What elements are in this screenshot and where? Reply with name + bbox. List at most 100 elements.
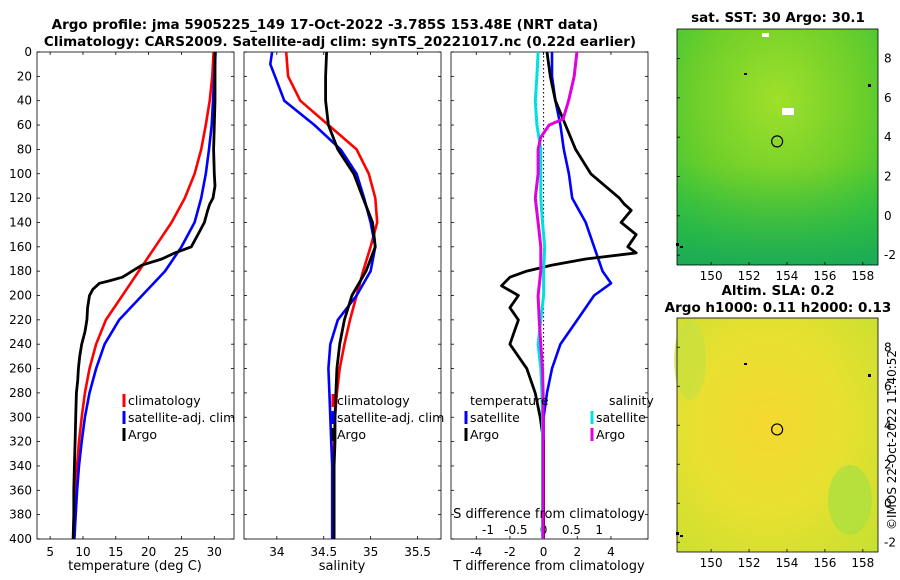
temperature-axes-frame (36, 51, 235, 540)
legend-argo: Argo (128, 427, 157, 442)
depth-tick-label: 60 (17, 118, 32, 132)
x-tick-label: -2 (504, 545, 516, 559)
x-tick-label: 25 (174, 545, 189, 559)
map-y-tick-label: 0 (884, 209, 892, 223)
legend-satellite: satellite-adj. clim (337, 410, 444, 425)
legend-climatology: climatology (337, 393, 410, 408)
figure-title-line2: Climatology: CARS2009. Satellite-adj cli… (44, 34, 636, 50)
depth-tick-label: 40 (17, 94, 32, 108)
map-y-tick-label: -2 (884, 535, 896, 549)
depth-tick-label: 300 (9, 410, 32, 424)
legend-s-satellite: satellite (596, 410, 646, 425)
x-tick-label: 34.5 (310, 545, 337, 559)
t_argo-line (500, 51, 638, 539)
map-y-tick-label: 8 (884, 52, 892, 66)
temperature-xlabel: temperature (deg C) (68, 559, 202, 574)
map-y-tick-label: 2 (884, 170, 892, 184)
climatology-line (72, 51, 215, 540)
x-tick-label: -4 (470, 545, 482, 559)
depth-tick-label: 380 (9, 508, 32, 522)
island-marker (868, 84, 871, 87)
legend-temperature-title: temperature (470, 393, 549, 408)
island-marker (744, 73, 747, 75)
sla-map-panel: Altim. SLA: 0.2 Argo h1000: 0.11 h2000: … (665, 283, 896, 570)
depth-tick-label: 280 (9, 386, 32, 400)
argo-line (71, 52, 217, 540)
map-y-tick-label: 4 (884, 130, 892, 144)
salinity-lines (268, 51, 379, 539)
sla-map-title-line1: Altim. SLA: 0.2 (721, 283, 834, 299)
sst-map-yticks: -2 0 2 4 6 8 (677, 52, 896, 262)
t-difference-xlabel: T difference from climatology (452, 559, 645, 574)
depth-tick-label: 360 (9, 483, 32, 497)
depth-tick-label: 120 (9, 191, 32, 205)
salinity-xticks: 34 34.5 35 35.5 (269, 52, 431, 559)
depth-tick-label: 400 (9, 532, 32, 546)
difference-panel: -4 -2 0 2 4 -1 -0.5 0 0.5 1 T difference from cl… (450, 51, 654, 574)
legend-satellite: satellite-adj. clim (128, 410, 235, 425)
x-tick-label: 10 (75, 545, 90, 559)
legend-s-argo: Argo (596, 427, 625, 442)
map-y-tick-label: 2 (884, 457, 892, 471)
temperature-legend: climatology satellite-adj. clim Argo (122, 393, 235, 442)
x-tick-label: 35 (363, 545, 378, 559)
depth-axis: 0 20 40 60 80 100 120 140 160 180 200 220 240 260 280 3… (9, 45, 234, 546)
island-marker (744, 363, 747, 365)
argo-float-position-marker (771, 423, 784, 436)
map-x-tick-label: 158 (851, 556, 874, 570)
sst-map-xticks: 150 152 154 156 158 (700, 262, 874, 283)
legend-argo: Argo (337, 427, 366, 442)
map-x-tick-label: 156 (813, 269, 836, 283)
x-tick-label: 2 (573, 545, 581, 559)
map-y-tick-label: 6 (884, 91, 892, 105)
island-marker (868, 374, 871, 377)
island-marker (676, 243, 679, 246)
sst-field-cool-band (677, 165, 878, 265)
legend-t-argo: Argo (470, 427, 499, 442)
depth-tick-label: 0 (24, 45, 32, 59)
sla-map-frame (676, 317, 879, 553)
depth-tick-label: 240 (9, 337, 32, 351)
sla-low-anomaly (828, 465, 872, 535)
salinity-panel: 34 34.5 35 35.5 salinity climatology satell… (243, 51, 444, 574)
depth-tick-label: 180 (9, 264, 32, 278)
difference-depth-ticks (451, 51, 648, 540)
difference-axes-frame (450, 51, 649, 540)
map-x-tick-label: 152 (738, 556, 761, 570)
sla-low-anomaly (674, 320, 706, 400)
satellite-line (268, 51, 377, 539)
temperature-panel: 0 20 40 60 80 100 120 140 160 180 200 220 240 260 280 3… (9, 45, 235, 574)
salinity-legend: climatology satellite-adj. clim Argo (331, 393, 444, 442)
sst-missing-data-patch (762, 33, 769, 37)
depth-tick-label: 80 (17, 142, 32, 156)
depth-tick-label: 340 (9, 459, 32, 473)
imos-timestamp: ©IMOS 22-Oct-2022 11:40:52 (885, 350, 899, 530)
depth-tick-label: 100 (9, 167, 32, 181)
x-tick-label: 30 (207, 545, 222, 559)
island-marker (680, 246, 683, 248)
x-tick-label: 34 (269, 545, 284, 559)
legend-t-satellite: satellite (470, 410, 520, 425)
s-difference-tick-label: -0.5 (504, 523, 527, 537)
x-tick-label: 20 (141, 545, 156, 559)
sla-map-xticks: 150 152 154 156 158 (700, 549, 874, 570)
depth-tick-label: 320 (9, 435, 32, 449)
depth-tick-label: 140 (9, 215, 32, 229)
argo-line (324, 51, 377, 539)
map-x-tick-label: 158 (851, 269, 874, 283)
depth-tick-label: 260 (9, 362, 32, 376)
sla-island-markers (676, 363, 871, 537)
salinity-depth-ticks (244, 51, 441, 540)
sst-island-markers (676, 73, 871, 248)
salinity-xlabel: salinity (319, 559, 366, 574)
depth-tick-label: 20 (17, 69, 32, 83)
sst-missing-data-patch (782, 108, 794, 115)
map-y-tick-label: 8 (884, 340, 892, 354)
s-difference-tick-label: -1 (482, 523, 494, 537)
x-tick-label: 15 (108, 545, 123, 559)
salinity-axes-frame (243, 51, 442, 540)
satellite-line (73, 51, 217, 540)
depth-tick-label: 200 (9, 289, 32, 303)
